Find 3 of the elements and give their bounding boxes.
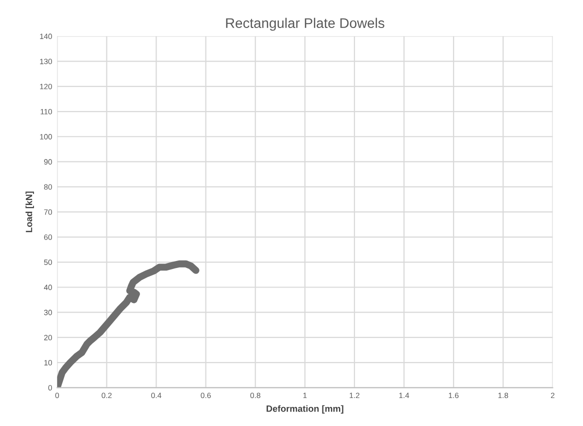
x-axis-title: Deformation [mm] bbox=[266, 405, 344, 414]
chart-title: Rectangular Plate Dowels bbox=[226, 18, 384, 31]
y-axis-title: Load [kN] bbox=[26, 192, 34, 232]
